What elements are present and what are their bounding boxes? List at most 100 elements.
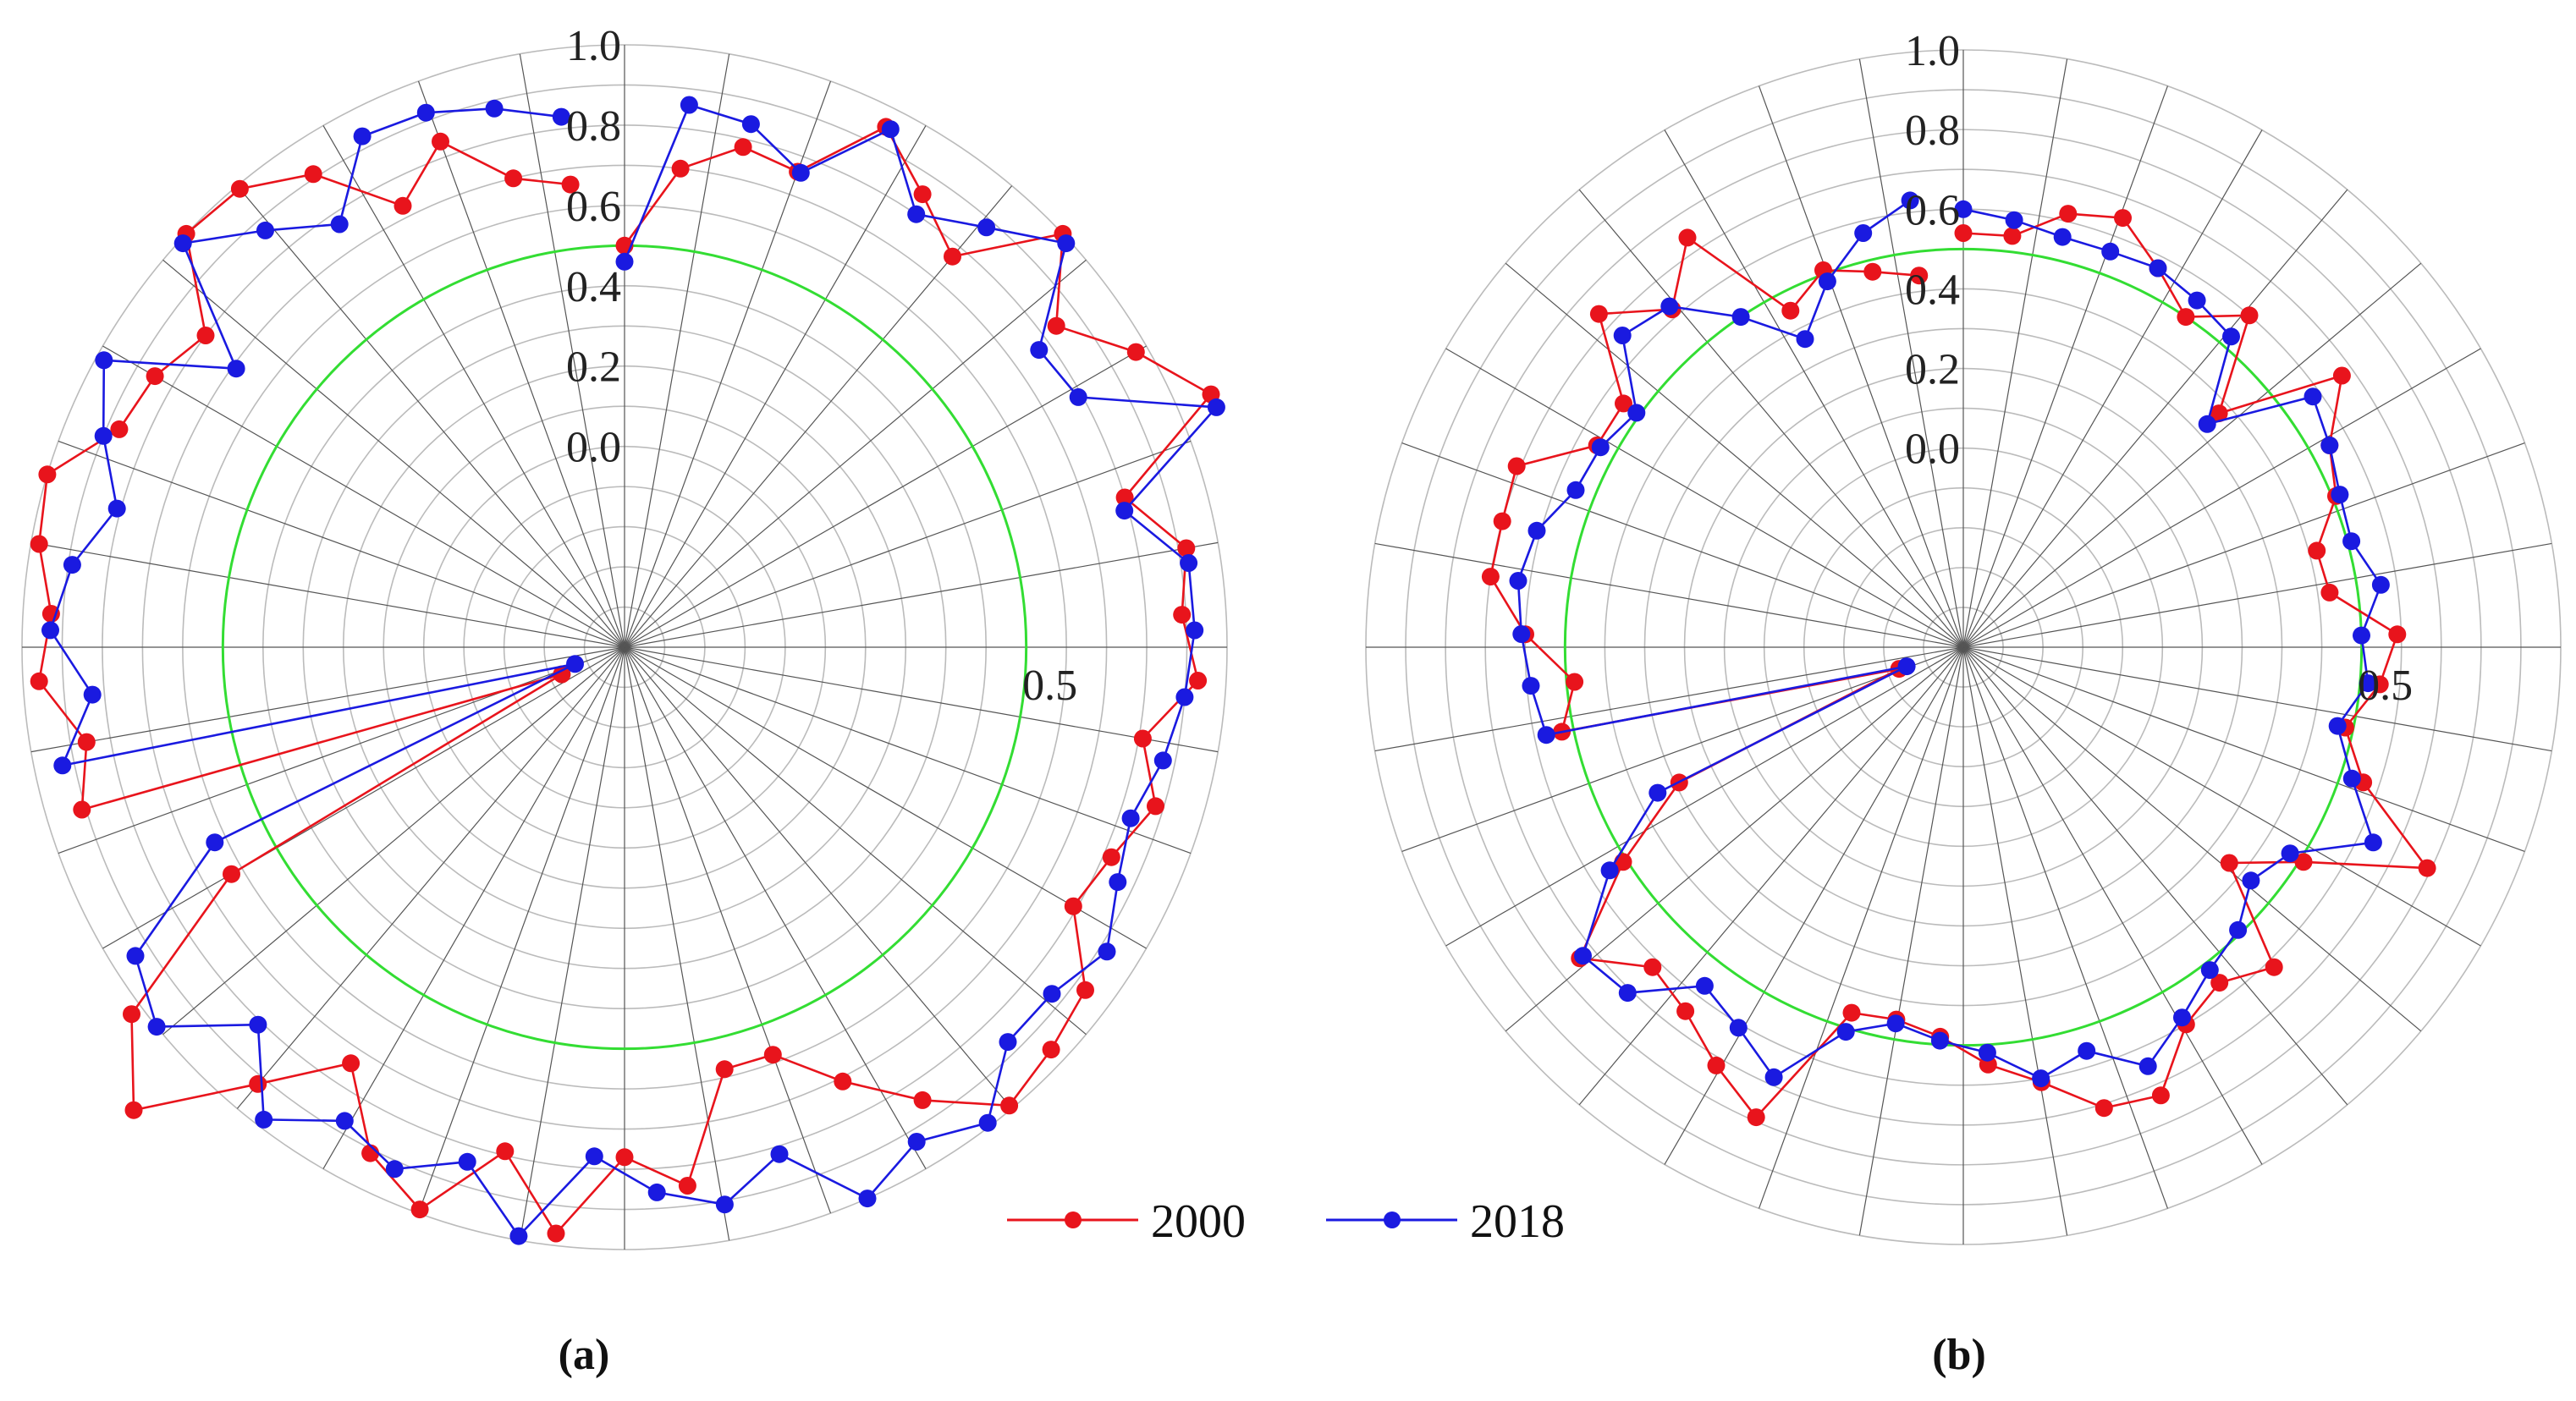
grid-spoke — [1962, 646, 2263, 1165]
data-point-2000 — [1507, 457, 1526, 475]
data-point-2018 — [1069, 387, 1087, 406]
data-point-2000 — [1678, 228, 1697, 247]
data-point-2018 — [2364, 833, 2382, 852]
data-point-2018 — [1796, 330, 1814, 349]
data-point-2018 — [1043, 985, 1061, 1003]
grid-spoke — [322, 646, 625, 1169]
panel-b: 0.0 0.2 0.4 0.6 0.8 1.0 0.5 — [1365, 27, 2562, 1245]
data-point-2018 — [95, 351, 113, 370]
data-point-2018 — [41, 621, 59, 640]
data-point-2000 — [1173, 606, 1192, 624]
data-point-2018 — [1574, 947, 1592, 965]
data-point-2000 — [1000, 1096, 1019, 1115]
data-point-2018 — [485, 99, 504, 118]
data-point-2018 — [173, 234, 192, 253]
legend-marker-2000 — [1065, 1211, 1082, 1228]
data-point-2018 — [2188, 291, 2206, 310]
data-point-2000 — [763, 1046, 782, 1064]
data-point-2000 — [2265, 958, 2283, 976]
data-point-2018 — [2138, 1057, 2157, 1075]
data-point-2018 — [647, 1183, 666, 1201]
grid-spoke — [624, 440, 1192, 648]
grid-spoke — [519, 53, 625, 648]
grid-spoke — [1962, 646, 2552, 752]
data-point-2018 — [1591, 438, 1610, 457]
grid-spoke — [624, 646, 832, 1214]
data-point-2000 — [561, 175, 580, 194]
data-point-2000 — [1781, 301, 1800, 320]
data-point-2018 — [1660, 297, 1679, 316]
data-point-2000 — [342, 1054, 361, 1073]
data-point-2018 — [1764, 1068, 1783, 1086]
data-point-2000 — [30, 535, 48, 553]
data-point-2000 — [1643, 958, 1662, 976]
data-point-2018 — [566, 655, 584, 673]
data-point-2018 — [1613, 327, 1632, 344]
grid-spoke — [1962, 189, 2348, 648]
data-point-2018 — [107, 499, 126, 518]
data-point-2018 — [1627, 404, 1646, 422]
data-point-2018 — [335, 1112, 354, 1130]
data-point-2018 — [2222, 327, 2240, 346]
radial-tick-label: 0.0 — [1905, 426, 1960, 474]
data-point-2018 — [2173, 1008, 2191, 1027]
data-point-2000 — [944, 247, 961, 266]
grid-spoke — [1578, 189, 1964, 648]
data-point-2018 — [1175, 688, 1194, 706]
grid-spoke — [624, 53, 730, 648]
data-point-2018 — [94, 426, 113, 445]
data-point-2000 — [394, 196, 412, 215]
grid-spoke — [417, 646, 625, 1214]
data-point-2000 — [1863, 262, 1882, 281]
data-point-2018 — [2078, 1041, 2096, 1060]
grid-spoke — [624, 646, 1013, 1109]
radial-tick-label: 0.0 — [566, 424, 621, 472]
data-point-2000 — [913, 1091, 932, 1109]
grid-spoke — [1962, 646, 2481, 947]
data-point-2018 — [2200, 961, 2219, 980]
data-point-2000 — [2294, 853, 2313, 871]
data-point-2000 — [73, 800, 91, 819]
data-point-2018 — [1509, 572, 1527, 590]
data-point-2000 — [1042, 1041, 1060, 1059]
grid-spoke — [1505, 646, 1964, 1032]
data-point-2018 — [83, 685, 102, 704]
radial-tick-label: 0.6 — [1905, 186, 1960, 234]
grid-spoke — [102, 345, 625, 648]
radial-tick-label: 0.4 — [1905, 266, 1960, 314]
data-point-2018 — [1818, 272, 1836, 291]
grid-spoke — [624, 646, 1219, 753]
data-point-2018 — [1836, 1023, 1855, 1041]
grid-spoke — [1445, 646, 1964, 947]
data-point-2018 — [2331, 486, 2349, 504]
data-point-2000 — [249, 1074, 267, 1093]
grid-spoke — [624, 646, 1147, 949]
grid-spoke — [1962, 262, 2422, 648]
data-point-2018 — [1901, 191, 1919, 210]
data-point-2018 — [330, 215, 349, 234]
threshold-label: 0.5 — [2358, 662, 2413, 710]
data-point-2018 — [1522, 677, 1540, 695]
grid-spoke — [1374, 542, 1964, 648]
grid-spoke — [58, 440, 625, 648]
data-point-2018 — [1930, 1031, 1949, 1050]
data-point-2000 — [123, 1005, 140, 1024]
grid-spoke — [1962, 442, 2525, 648]
legend-label-2018: 2018 — [1470, 1195, 1565, 1248]
grid-spoke — [1445, 348, 1964, 648]
grid-spoke — [1664, 129, 1964, 648]
data-point-2000 — [1147, 797, 1164, 816]
data-point-2000 — [1064, 897, 1082, 915]
data-point-2000 — [1589, 305, 1608, 323]
data-point-2000 — [715, 1060, 734, 1079]
legend: 2000 2018 — [1007, 1195, 1565, 1248]
data-point-2018 — [1729, 1019, 1748, 1037]
data-point-2018 — [907, 205, 926, 223]
threshold-circle — [1563, 247, 2364, 1047]
data-point-2018 — [1618, 984, 1637, 1003]
grid-spoke — [624, 646, 927, 1169]
grid-spoke — [1962, 85, 2169, 648]
data-point-2018 — [1897, 657, 1916, 676]
data-point-2000 — [223, 865, 240, 883]
data-point-2018 — [1030, 341, 1049, 360]
